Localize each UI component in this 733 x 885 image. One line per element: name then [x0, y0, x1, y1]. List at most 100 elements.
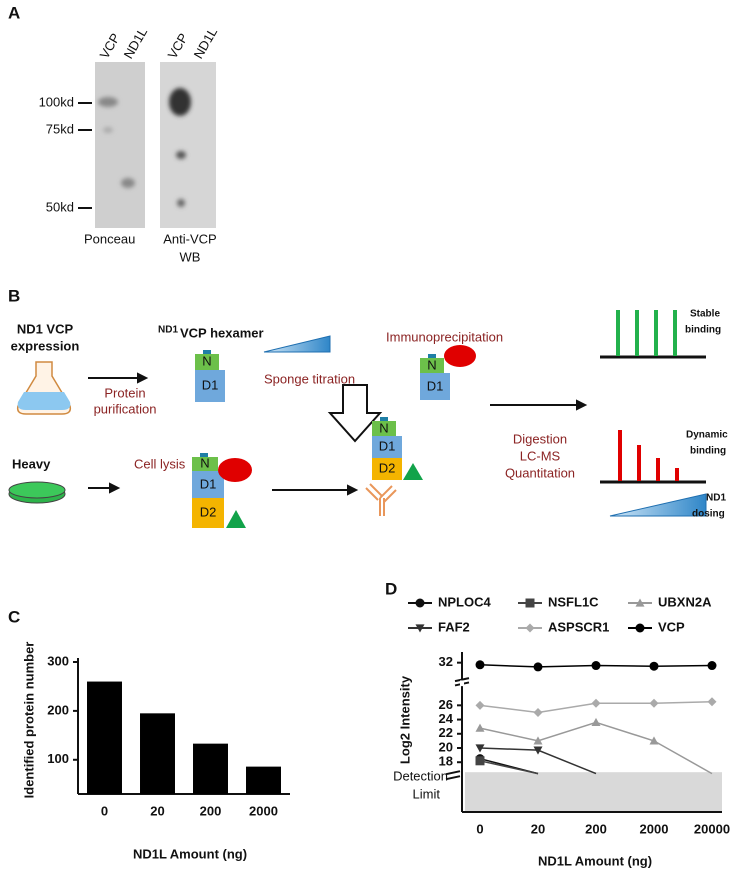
- label: dosing: [692, 509, 725, 520]
- y-tick-label: 18: [439, 754, 453, 769]
- marker: [475, 700, 485, 710]
- marker: [475, 723, 485, 732]
- y-tick-label: 300: [47, 653, 69, 668]
- gel: [160, 62, 216, 228]
- series-line: [479, 721, 713, 775]
- y-tick-label: 22: [439, 725, 453, 740]
- domain: D1: [202, 377, 219, 392]
- marker: [707, 697, 717, 707]
- marker: [533, 707, 543, 717]
- label: binding: [690, 446, 726, 457]
- dish: [8, 481, 66, 499]
- marker: [591, 717, 601, 726]
- legend-label: NPLOC4: [438, 594, 492, 609]
- marker: [475, 660, 485, 670]
- x-tick-label: 20000: [694, 821, 730, 836]
- x-tick-label: 2000: [640, 821, 669, 836]
- axis-gap: [460, 680, 464, 687]
- label: ND1 VCP: [17, 321, 74, 336]
- domain: D1: [200, 476, 217, 491]
- panel-label: D: [385, 579, 397, 598]
- series-line: [479, 760, 539, 775]
- y-tick-label: 26: [439, 697, 453, 712]
- legend-label: VCP: [658, 619, 685, 634]
- label: Digestion: [513, 431, 567, 446]
- label: Quantitation: [505, 465, 575, 480]
- legend-label: UBXN2A: [658, 594, 712, 609]
- domain: D2: [200, 504, 217, 519]
- y-axis-title: Identified protein number: [21, 642, 36, 799]
- marker-label: 100kd: [39, 94, 74, 109]
- panel-label: B: [8, 286, 20, 305]
- label: Immunoprecipitation: [386, 329, 503, 344]
- label: Protein: [104, 385, 145, 400]
- label: expression: [11, 338, 80, 353]
- panel-label: A: [8, 3, 20, 22]
- detection-zone: [465, 772, 722, 812]
- x-tick-label: 0: [101, 803, 108, 818]
- marker: [475, 756, 485, 766]
- marker: [649, 661, 659, 671]
- y-tick-label: 24: [439, 711, 454, 726]
- caption: WB: [180, 249, 201, 264]
- marker-label: 75kd: [46, 121, 74, 136]
- complex: [195, 350, 225, 402]
- marker: [707, 661, 717, 671]
- detection-label: Detection: [393, 769, 448, 784]
- arrows: [88, 372, 588, 496]
- legend-marker: [415, 624, 425, 633]
- y-tick-label: 100: [47, 751, 69, 766]
- x-tick-label: 2000: [249, 803, 278, 818]
- domain: D1: [427, 378, 444, 393]
- x-axis-title: ND1L Amount (ng): [133, 846, 247, 861]
- lane-label: VCP: [97, 31, 123, 62]
- legend-marker: [635, 598, 645, 607]
- marker: [591, 661, 601, 671]
- label: Stable: [690, 309, 720, 320]
- label: VCP hexamer: [180, 325, 264, 340]
- domain: N: [379, 420, 388, 435]
- panel-label: C: [8, 607, 20, 626]
- x-tick-label: 200: [585, 821, 607, 836]
- bar: [140, 713, 175, 794]
- label: ND1: [706, 493, 726, 504]
- legend-marker: [415, 598, 425, 608]
- label: Cell lysis: [134, 456, 186, 471]
- legend-marker: [635, 623, 645, 633]
- bar: [193, 743, 228, 794]
- marker: [649, 698, 659, 708]
- domain: D2: [379, 460, 396, 475]
- wedge: [263, 335, 331, 353]
- spectra: [600, 310, 707, 517]
- x-tick-label: 200: [200, 803, 222, 818]
- marker-ticks: [78, 102, 92, 209]
- x-tick-label: 20: [150, 803, 164, 818]
- bar: [246, 766, 281, 794]
- marker-label: 50kd: [46, 199, 74, 214]
- caption: Ponceau: [84, 231, 135, 246]
- legend-label: ASPSCR1: [548, 619, 609, 634]
- x-tick-label: 20: [531, 821, 545, 836]
- marker: [533, 736, 543, 745]
- domain: N: [202, 353, 211, 368]
- label: purification: [94, 401, 157, 416]
- legend-label: FAF2: [438, 619, 470, 634]
- y-tick-label: 20: [439, 739, 453, 754]
- marker: [533, 662, 543, 672]
- domain: N: [427, 357, 436, 372]
- caption: Anti-VCP: [163, 231, 216, 246]
- label: binding: [685, 325, 721, 336]
- lane-label: ND1L: [121, 25, 151, 61]
- marker: [475, 744, 485, 753]
- lane-label: ND1L: [191, 25, 221, 61]
- y-axis-title: Log2 Intensity: [397, 675, 412, 764]
- bar: [87, 681, 122, 794]
- complex: [365, 345, 476, 516]
- marker: [591, 698, 601, 708]
- y-tick-label: 32: [439, 654, 453, 669]
- domain: D1: [379, 438, 396, 453]
- detection-label: Limit: [413, 787, 441, 802]
- lane-label: VCP: [165, 31, 191, 62]
- label: Heavy: [12, 456, 51, 471]
- x-axis-title: ND1L Amount (ng): [538, 853, 652, 868]
